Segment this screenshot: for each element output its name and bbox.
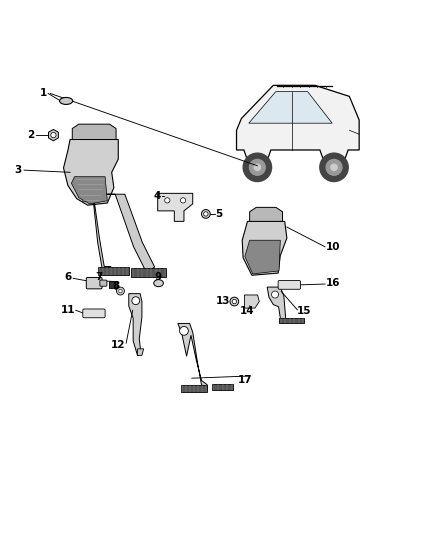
Polygon shape bbox=[131, 268, 166, 277]
Circle shape bbox=[201, 209, 210, 219]
Polygon shape bbox=[138, 349, 144, 356]
Text: 1: 1 bbox=[40, 88, 47, 99]
Polygon shape bbox=[158, 193, 193, 221]
Circle shape bbox=[165, 198, 170, 203]
Circle shape bbox=[272, 291, 279, 298]
Polygon shape bbox=[178, 324, 207, 389]
Polygon shape bbox=[237, 85, 359, 167]
Polygon shape bbox=[103, 194, 155, 273]
Text: 3: 3 bbox=[14, 165, 21, 175]
Polygon shape bbox=[64, 140, 118, 205]
Circle shape bbox=[119, 289, 122, 293]
Circle shape bbox=[243, 153, 272, 182]
Polygon shape bbox=[250, 207, 283, 221]
Circle shape bbox=[204, 212, 208, 216]
Text: 6: 6 bbox=[64, 272, 71, 282]
Text: 10: 10 bbox=[325, 242, 340, 252]
Polygon shape bbox=[212, 384, 233, 391]
Polygon shape bbox=[244, 295, 259, 308]
Polygon shape bbox=[129, 294, 142, 356]
Circle shape bbox=[254, 164, 261, 171]
Text: 2: 2 bbox=[27, 130, 34, 140]
Text: 5: 5 bbox=[215, 209, 223, 219]
Text: 16: 16 bbox=[325, 278, 340, 288]
Text: 14: 14 bbox=[240, 306, 255, 316]
Text: 12: 12 bbox=[111, 341, 126, 350]
Text: 13: 13 bbox=[216, 296, 231, 305]
Circle shape bbox=[51, 133, 56, 138]
Text: 9: 9 bbox=[154, 272, 161, 282]
Text: 4: 4 bbox=[154, 191, 161, 201]
Polygon shape bbox=[249, 92, 332, 123]
Polygon shape bbox=[49, 130, 58, 141]
Circle shape bbox=[232, 300, 237, 304]
FancyBboxPatch shape bbox=[278, 280, 300, 289]
Text: 8: 8 bbox=[113, 281, 120, 291]
FancyBboxPatch shape bbox=[100, 280, 107, 286]
Circle shape bbox=[180, 327, 188, 335]
Polygon shape bbox=[71, 177, 107, 204]
FancyBboxPatch shape bbox=[83, 309, 105, 318]
Circle shape bbox=[326, 159, 342, 175]
Text: 7: 7 bbox=[95, 272, 102, 282]
Polygon shape bbox=[181, 385, 207, 392]
Polygon shape bbox=[98, 266, 129, 275]
FancyBboxPatch shape bbox=[86, 278, 102, 289]
Circle shape bbox=[117, 287, 124, 295]
Bar bbox=[109, 281, 117, 288]
Ellipse shape bbox=[60, 98, 73, 104]
Polygon shape bbox=[82, 201, 111, 273]
Polygon shape bbox=[267, 287, 286, 324]
Circle shape bbox=[331, 164, 337, 171]
Circle shape bbox=[320, 153, 348, 182]
Circle shape bbox=[132, 297, 140, 304]
Ellipse shape bbox=[154, 280, 163, 287]
Polygon shape bbox=[279, 318, 304, 324]
Polygon shape bbox=[72, 124, 116, 140]
Circle shape bbox=[250, 159, 265, 175]
Circle shape bbox=[230, 297, 239, 306]
Text: 17: 17 bbox=[238, 375, 253, 385]
Text: 11: 11 bbox=[60, 305, 75, 316]
Circle shape bbox=[180, 198, 186, 203]
Polygon shape bbox=[242, 221, 287, 275]
Polygon shape bbox=[245, 240, 280, 274]
Text: 15: 15 bbox=[297, 306, 312, 316]
